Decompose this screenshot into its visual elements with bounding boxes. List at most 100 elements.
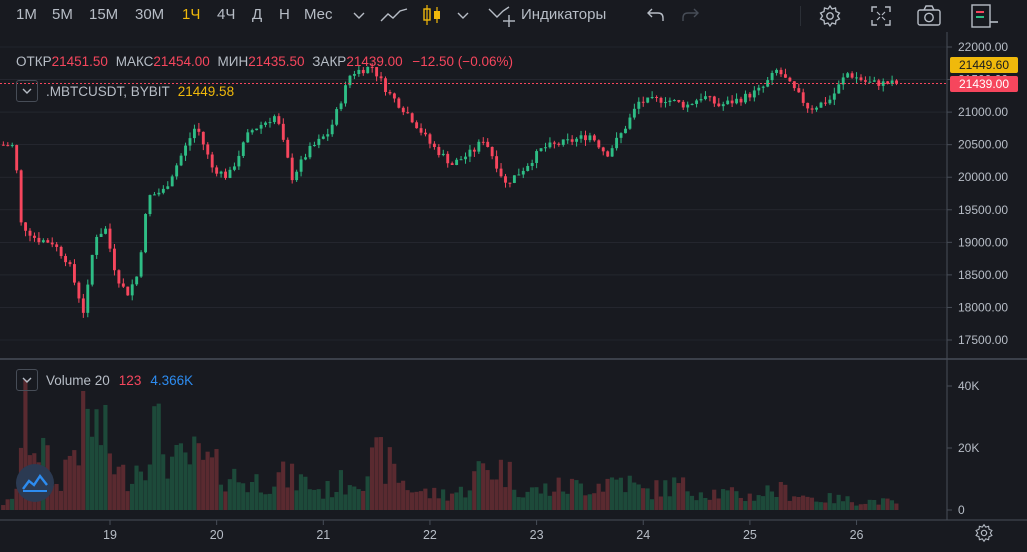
- collapse-button[interactable]: [16, 369, 38, 391]
- candle-body: [55, 244, 59, 247]
- candle-body: [121, 283, 125, 287]
- candlestick-icon[interactable]: [421, 3, 443, 32]
- volume-bar: [361, 490, 366, 510]
- timeframe-5m[interactable]: 5М: [52, 6, 73, 23]
- timeframe-day[interactable]: Д: [252, 6, 263, 23]
- volume-bar: [689, 495, 695, 510]
- volume-bar: [169, 456, 175, 510]
- volume-bar: [236, 482, 241, 510]
- tradingview-logo[interactable]: [16, 464, 54, 502]
- exit-icon[interactable]: [970, 3, 1000, 34]
- candle-body: [761, 86, 765, 88]
- y-tick-label: 22000.00: [958, 40, 1008, 54]
- candle-body: [739, 98, 743, 103]
- volume-bar: [325, 480, 330, 510]
- candle-body: [295, 171, 299, 181]
- candle-body: [770, 72, 774, 81]
- volume-bar: [894, 503, 899, 510]
- volume-bar: [63, 459, 68, 510]
- price-axis[interactable]: 22000.0021500.0021000.0020500.0020000.00…: [947, 40, 1008, 347]
- candle-body: [264, 122, 267, 125]
- volume-bar: [258, 492, 264, 510]
- candle-body: [224, 171, 227, 178]
- redo-icon[interactable]: [680, 6, 700, 29]
- settings-icon[interactable]: [974, 523, 994, 548]
- candle-body: [330, 124, 334, 135]
- candle-body: [801, 92, 805, 103]
- ohlc-legend: ОТКР21451.50 МАКС21454.00 МИН21435.50 ЗА…: [16, 54, 513, 69]
- candle-body: [232, 166, 236, 170]
- settings-icon[interactable]: [818, 4, 842, 33]
- timeframe-1m[interactable]: 1М: [16, 6, 37, 23]
- volume-bar: [707, 499, 712, 510]
- volume-bar: [214, 449, 219, 510]
- timeframe-30m[interactable]: 30М: [135, 6, 165, 23]
- candle-body: [570, 139, 574, 142]
- volume-bar: [441, 489, 446, 510]
- volume-bar: [72, 450, 77, 510]
- candle-body: [255, 128, 259, 131]
- volume-bar: [823, 502, 828, 510]
- volume-bar: [338, 470, 343, 510]
- volume-bar: [663, 480, 668, 510]
- volume-bar: [880, 498, 886, 510]
- volume-bar: [209, 457, 215, 510]
- volume-bar: [58, 490, 64, 510]
- candle-body: [668, 100, 672, 103]
- volume-bar: [721, 489, 726, 510]
- candle-body: [832, 93, 836, 100]
- candle-body: [721, 104, 725, 107]
- candle-body: [326, 134, 330, 137]
- candle-body: [779, 69, 783, 75]
- timeframe-15m[interactable]: 15М: [89, 6, 119, 23]
- timeframe-month[interactable]: Мес: [304, 6, 333, 23]
- camera-icon[interactable]: [916, 4, 942, 33]
- timeframe-1h[interactable]: 1Ч: [182, 6, 201, 23]
- volume-bar: [667, 496, 672, 510]
- x-tick-label: 22: [423, 528, 437, 542]
- candle-body: [197, 128, 201, 132]
- volume-bar: [587, 494, 592, 510]
- volume-bar: [503, 487, 508, 510]
- volume-bar: [298, 474, 304, 510]
- candle-body: [792, 81, 796, 89]
- volume-bar: [414, 491, 419, 510]
- fullscreen-icon[interactable]: [869, 4, 893, 33]
- timeframe-week[interactable]: Н: [279, 6, 290, 23]
- candle-body: [886, 81, 890, 84]
- chevron-down-icon[interactable]: [456, 9, 470, 28]
- candle-body: [317, 138, 321, 146]
- indicators-button[interactable]: Индикаторы: [521, 6, 607, 23]
- candle-body: [508, 182, 512, 184]
- volume-bar: [409, 492, 415, 510]
- time-axis[interactable]: 19 20 21 22 23 24 25 26: [103, 520, 864, 542]
- volume-bar: [489, 479, 495, 510]
- indicators-icon[interactable]: [487, 3, 519, 32]
- chevron-down-icon[interactable]: [352, 9, 366, 28]
- candle-body: [646, 97, 650, 103]
- volume-bar: [178, 443, 184, 510]
- toolbar-divider: [800, 6, 801, 26]
- candle-body: [228, 169, 232, 178]
- volume-bar: [392, 463, 397, 510]
- collapse-button[interactable]: [16, 80, 38, 102]
- volume-bar: [641, 488, 646, 510]
- volume-axis[interactable]: 40K 20K 0: [947, 379, 979, 517]
- timeframe-4h[interactable]: 4Ч: [217, 6, 236, 23]
- candle-body: [841, 77, 845, 85]
- candle-body: [681, 101, 685, 108]
- volume-bar: [845, 496, 850, 510]
- high-label: МАКС: [115, 54, 154, 69]
- candle-body: [68, 262, 72, 265]
- candle-body: [468, 149, 472, 157]
- undo-icon[interactable]: [646, 6, 666, 29]
- candle-body: [152, 194, 156, 196]
- low-label: МИН: [217, 54, 249, 69]
- candle-body: [321, 136, 325, 139]
- volume-bar: [525, 491, 530, 510]
- chart-area[interactable]: 22000.0021500.0021000.0020500.0020000.00…: [0, 32, 1027, 552]
- volume-bar: [227, 479, 232, 510]
- candle-body: [6, 145, 10, 147]
- candle-body: [601, 147, 605, 152]
- line-chart-icon[interactable]: [379, 5, 409, 30]
